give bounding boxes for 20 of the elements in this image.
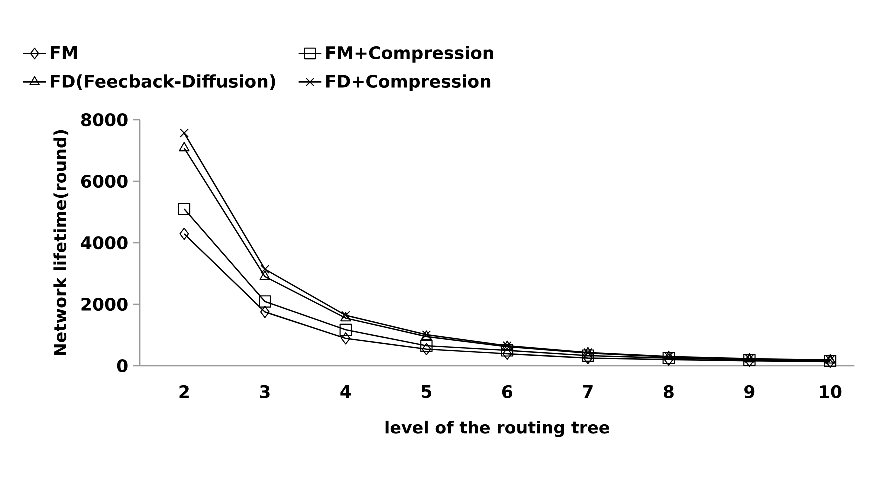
- legend-label: FM: [51, 46, 78, 60]
- x-tick-label: 6: [502, 385, 513, 398]
- legend-label: FM+Compression: [326, 46, 494, 63]
- legend-label: FD(Feecback-Diffusion): [51, 74, 276, 90]
- x-tick-label: 9: [744, 385, 755, 398]
- legend-label: FD+Compression: [326, 74, 491, 92]
- x-tick-label: 4: [340, 385, 352, 398]
- y-tick-label: 6000: [81, 174, 128, 188]
- y-tick-label: 4000: [81, 236, 128, 250]
- y-tick-label: 8000: [81, 113, 128, 127]
- y-tick-label: 2000: [82, 298, 128, 312]
- x-tick-label: 7: [583, 385, 593, 398]
- y-tick-label: 0: [117, 359, 128, 373]
- x-tick-label: 10: [820, 385, 842, 398]
- x-axis-title: level of the routing tree: [386, 420, 610, 438]
- y-axis-title: Network lifetime(round): [54, 130, 69, 356]
- x-tick-label: 5: [422, 385, 432, 398]
- x-tick-label: 2: [180, 385, 189, 398]
- x-tick-label: 8: [664, 385, 674, 398]
- x-tick-label: 3: [260, 385, 270, 398]
